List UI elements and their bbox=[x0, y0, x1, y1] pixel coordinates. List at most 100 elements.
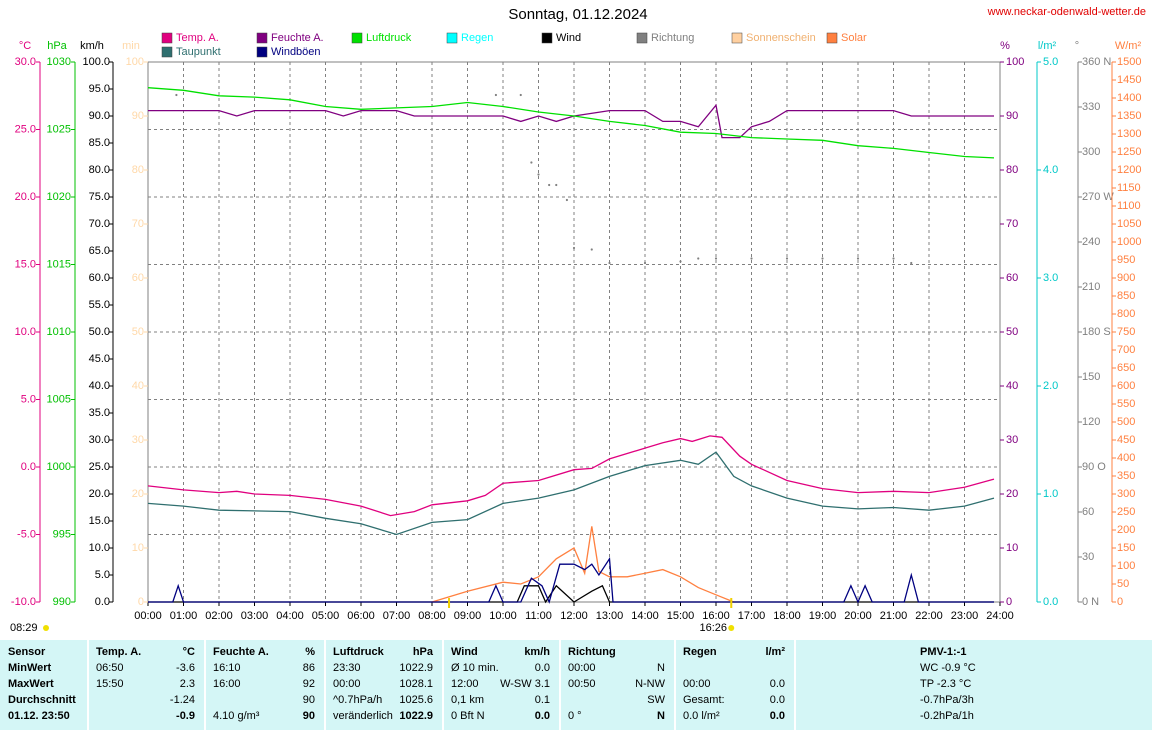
y-tick-label: 25.0 bbox=[15, 123, 36, 135]
cell-text: -0.7hPa/3h bbox=[920, 694, 974, 706]
direction-dot bbox=[821, 257, 824, 260]
y-tick-label: 650 bbox=[1117, 362, 1135, 374]
y-tick-label: 400 bbox=[1117, 452, 1135, 464]
x-tick-label: 01:00 bbox=[170, 610, 198, 622]
y-tick-label: 360 N bbox=[1082, 56, 1111, 68]
legend-label: Windböen bbox=[271, 46, 321, 58]
x-tick-label: 11:00 bbox=[525, 610, 552, 622]
cell-text: PMV-1:-1 bbox=[920, 646, 967, 658]
direction-dot bbox=[175, 93, 178, 97]
direction-dot bbox=[565, 198, 569, 202]
sunset-icon bbox=[728, 625, 735, 631]
table-cell: Wind km/h bbox=[451, 644, 550, 660]
cell-text: 00:50 bbox=[568, 678, 596, 690]
y-tick-label: 0.0 bbox=[1043, 596, 1058, 608]
cell-text: 0 ° bbox=[568, 710, 582, 722]
y-tick-label: 30 bbox=[132, 434, 144, 446]
cell-text: hPa bbox=[412, 646, 433, 658]
cell-text: 1022.9 bbox=[399, 662, 433, 674]
axis-unit: hPa bbox=[47, 40, 67, 52]
y-tick-label: 5.0 bbox=[95, 569, 110, 581]
direction-dot bbox=[892, 257, 895, 260]
cell-text: 0 Bft N bbox=[451, 710, 485, 722]
cell-text: 06:50 bbox=[96, 662, 124, 674]
y-tick-label: 5.0 bbox=[21, 393, 36, 405]
cell-text: % bbox=[305, 646, 315, 658]
table-cell: 23:30 1022.9 bbox=[333, 660, 433, 676]
y-tick-label: 15.0 bbox=[89, 515, 110, 527]
y-tick-label: 800 bbox=[1117, 308, 1135, 320]
y-tick-label: 1000 bbox=[47, 461, 71, 473]
y-tick-label: 50 bbox=[1006, 326, 1018, 338]
cell-text: ^0.7hPa/h bbox=[333, 694, 383, 706]
y-tick-label: 0 N bbox=[1082, 596, 1099, 608]
x-tick-label: 13:00 bbox=[596, 610, 624, 622]
y-tick-label: 990 bbox=[53, 596, 71, 608]
table-cell: 16:00 92 bbox=[213, 676, 315, 692]
legend-swatch bbox=[636, 32, 648, 44]
y-tick-label: 950 bbox=[1117, 254, 1135, 266]
cell-text: 1022.9 bbox=[399, 710, 433, 722]
cell-text: -0.2hPa/1h bbox=[920, 710, 974, 722]
axis-unit: °C bbox=[19, 40, 31, 52]
cell-text: 92 bbox=[302, 678, 315, 690]
direction-dot bbox=[679, 260, 682, 263]
x-tick-label: 22:00 bbox=[915, 610, 943, 622]
direction-dot bbox=[590, 248, 593, 251]
y-tick-label: 750 bbox=[1117, 326, 1135, 338]
y-tick-label: 20 bbox=[1006, 488, 1018, 500]
x-tick-label: 07:00 bbox=[383, 610, 411, 622]
cell-text: Sensor bbox=[8, 646, 46, 658]
sunset-label: 16:26 bbox=[699, 622, 727, 634]
table-cell: MinWert bbox=[8, 660, 78, 676]
legend-swatch bbox=[446, 32, 458, 44]
axis-unit: ° bbox=[1075, 40, 1079, 52]
x-tick-label: 05:00 bbox=[312, 610, 340, 622]
direction-dot bbox=[643, 261, 647, 265]
y-tick-label: 75.0 bbox=[89, 191, 110, 203]
y-tick-label: 1300 bbox=[1117, 128, 1141, 140]
table-cell: -0.7hPa/3h bbox=[920, 692, 1142, 708]
cell-text: 0.1 bbox=[534, 694, 550, 706]
y-tick-label: 80 bbox=[132, 164, 144, 176]
y-tick-label: 0.0 bbox=[21, 461, 36, 473]
y-tick-label: 40.0 bbox=[89, 380, 110, 392]
cell-text: W-SW 3.1 bbox=[500, 678, 550, 690]
legend-label: Solar bbox=[841, 32, 867, 44]
x-tick-label: 14:00 bbox=[631, 610, 659, 622]
legend-label: Temp. A. bbox=[176, 32, 219, 44]
y-tick-label: 40 bbox=[1006, 380, 1018, 392]
direction-dot bbox=[548, 183, 551, 187]
table-cell: Sensor bbox=[8, 644, 78, 660]
x-tick-label: 18:00 bbox=[773, 610, 801, 622]
y-tick-label: 550 bbox=[1117, 398, 1135, 410]
table-cell: ^0.7hPa/h 1025.6 bbox=[333, 692, 433, 708]
y-tick-label: 150 bbox=[1117, 542, 1135, 554]
y-tick-label: -5.0 bbox=[17, 528, 36, 540]
cell-text: 01.12. 23:50 bbox=[8, 710, 70, 722]
cell-text: Feuchte A. bbox=[213, 646, 269, 658]
cell-text: MinWert bbox=[8, 662, 52, 674]
y-tick-label: 20.0 bbox=[89, 488, 110, 500]
y-tick-label: 350 bbox=[1117, 470, 1135, 482]
cell-text: veränderlich bbox=[333, 710, 393, 722]
y-tick-label: 1015 bbox=[47, 258, 71, 270]
column-separator bbox=[794, 640, 796, 730]
y-tick-label: 50 bbox=[132, 326, 144, 338]
y-tick-label: 30.0 bbox=[15, 56, 36, 68]
y-tick-label: 1010 bbox=[47, 326, 71, 338]
table-cell bbox=[683, 660, 785, 676]
y-tick-label: 1025 bbox=[47, 123, 71, 135]
y-tick-label: 850 bbox=[1117, 290, 1135, 302]
y-tick-label: 1200 bbox=[1117, 164, 1141, 176]
cell-text: Ø 10 min. bbox=[451, 662, 499, 674]
direction-dot bbox=[537, 173, 540, 176]
y-tick-label: 60.0 bbox=[89, 272, 110, 284]
y-tick-label: 30 bbox=[1006, 434, 1018, 446]
y-tick-label: 1000 bbox=[1117, 236, 1141, 248]
y-tick-label: 1.0 bbox=[1043, 488, 1058, 500]
y-tick-label: 120 bbox=[1082, 416, 1100, 428]
x-tick-label: 19:00 bbox=[809, 610, 837, 622]
x-tick-label: 06:00 bbox=[347, 610, 375, 622]
cell-text: 00:00 bbox=[683, 678, 711, 690]
